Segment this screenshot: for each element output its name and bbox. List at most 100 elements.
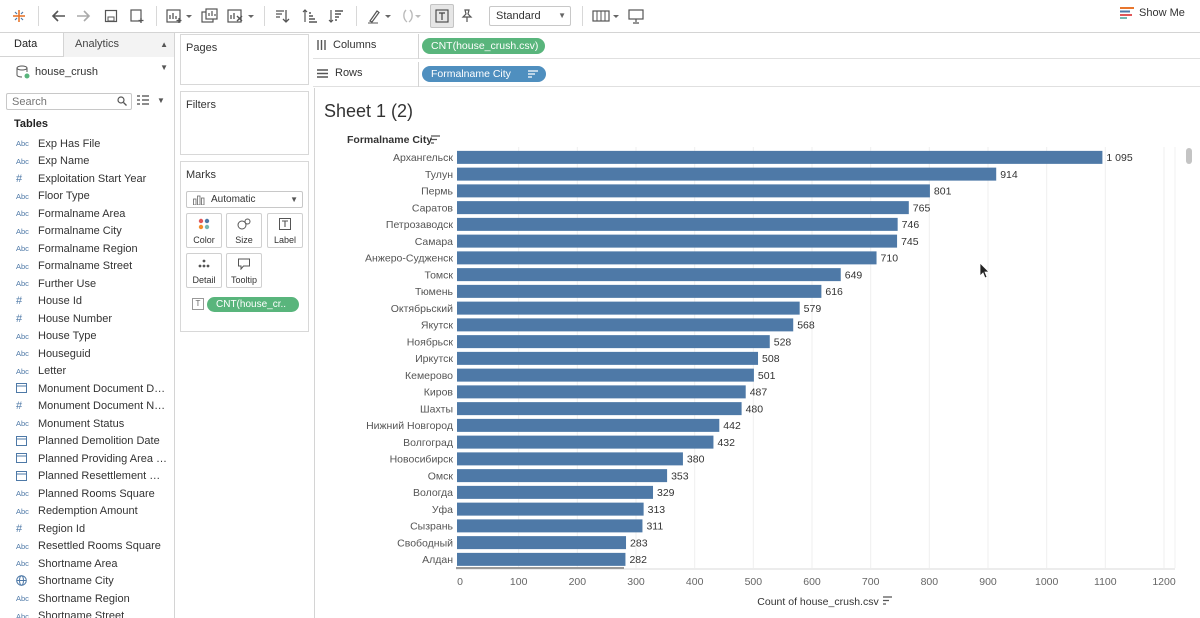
category-label[interactable]: Пермь (421, 186, 453, 198)
field-item[interactable]: # Exploitation Start Year (0, 170, 174, 188)
save-icon[interactable] (100, 4, 122, 28)
bar[interactable] (457, 435, 714, 449)
category-label[interactable]: Нижний Новгород (366, 420, 453, 432)
field-item[interactable]: Abc Formalname City (0, 223, 174, 241)
bar[interactable] (457, 485, 654, 499)
pin-icon[interactable] (456, 4, 478, 28)
bar[interactable] (457, 301, 800, 315)
labels-icon[interactable] (430, 4, 454, 28)
category-label[interactable]: Алдан (422, 554, 453, 566)
duplicate-icon[interactable] (198, 4, 222, 28)
category-label[interactable]: Тюмень (415, 286, 454, 298)
field-item[interactable]: Abc Monument Status (0, 415, 174, 433)
tab-data[interactable]: Data (0, 33, 64, 57)
sort-icon[interactable] (431, 135, 440, 144)
horizontal-scrollbar[interactable] (456, 567, 624, 569)
color-button[interactable]: Color (186, 213, 222, 248)
field-item[interactable]: # House Id (0, 293, 174, 311)
bar[interactable] (457, 201, 909, 215)
field-item[interactable]: Abc Redemption Amount (0, 503, 174, 521)
bar[interactable] (457, 385, 746, 399)
field-search[interactable] (6, 93, 132, 110)
bar[interactable] (457, 402, 742, 416)
field-item[interactable]: Shortname City (0, 573, 174, 591)
category-label[interactable]: Октябрьский (391, 303, 453, 315)
field-item[interactable]: Planned Providing Area Sq... (0, 450, 174, 468)
tab-analytics[interactable]: Analytics ▲ ▼ (64, 33, 174, 72)
fit-select[interactable]: Standard ▼ (489, 6, 571, 26)
bar[interactable] (457, 318, 794, 332)
bar[interactable] (457, 335, 770, 349)
rows-pill[interactable]: Formalname City (422, 66, 546, 82)
field-item[interactable]: Abc Shortname Area (0, 555, 174, 573)
bar[interactable] (457, 552, 626, 566)
search-input[interactable] (7, 94, 107, 109)
bar[interactable] (457, 469, 668, 483)
bar[interactable] (457, 251, 877, 265)
bar[interactable] (457, 217, 898, 231)
bar[interactable] (457, 184, 930, 198)
swap-icon[interactable] (270, 4, 294, 28)
category-label[interactable]: Новосибирск (390, 454, 454, 466)
field-item[interactable]: # House Number (0, 310, 174, 328)
category-label[interactable]: Уфа (432, 504, 453, 516)
category-label[interactable]: Петрозаводск (386, 219, 454, 231)
sort-asc-icon[interactable] (298, 4, 322, 28)
field-item[interactable]: Abc Exp Name (0, 153, 174, 171)
field-item[interactable]: Abc Shortname Region (0, 590, 174, 608)
label-button[interactable]: Label (267, 213, 303, 248)
vertical-scrollbar[interactable] (1186, 148, 1192, 164)
field-item[interactable]: Planned Resettlement Date (0, 468, 174, 486)
field-item[interactable]: Abc Resettled Rooms Square (0, 538, 174, 556)
category-label[interactable]: Шахты (420, 403, 453, 415)
category-label[interactable]: Сызрань (410, 521, 453, 533)
field-item[interactable]: Abc Planned Rooms Square (0, 485, 174, 503)
new-sheet-icon[interactable] (164, 4, 194, 28)
pages-shelf[interactable]: Pages (180, 34, 309, 85)
size-button[interactable]: Size (226, 213, 262, 248)
bar[interactable] (457, 284, 822, 298)
highlight-icon[interactable] (364, 4, 394, 28)
tooltip-button[interactable]: Tooltip (226, 253, 262, 288)
bar[interactable] (457, 418, 720, 432)
view-list-icon[interactable] (137, 95, 149, 105)
field-item[interactable]: # Monument Document Nu... (0, 398, 174, 416)
category-label[interactable]: Ноябрьск (407, 336, 454, 348)
show-cards-icon[interactable] (590, 4, 622, 28)
new-datasource-icon[interactable] (126, 4, 148, 28)
text-mark-icon[interactable]: T (192, 298, 204, 310)
datasource-item[interactable]: house_crush (0, 60, 174, 84)
forward-icon[interactable] (72, 4, 96, 28)
bar[interactable] (457, 268, 841, 282)
field-item[interactable]: Monument Document Date (0, 380, 174, 398)
group-icon[interactable] (398, 4, 424, 28)
field-item[interactable]: Abc Letter (0, 363, 174, 381)
field-item[interactable]: Abc Shortname Street (0, 608, 174, 618)
category-label[interactable]: Вологда (413, 487, 453, 499)
category-label[interactable]: Иркутск (415, 353, 453, 365)
field-item[interactable]: # Region Id (0, 520, 174, 538)
field-item[interactable]: Abc Formalname Region (0, 240, 174, 258)
columns-pill[interactable]: CNT(house_crush.csv) (422, 38, 545, 54)
category-label[interactable]: Тулун (425, 169, 453, 181)
tableau-logo-icon[interactable] (8, 4, 30, 28)
field-item[interactable]: Abc Exp Has File (0, 135, 174, 153)
label-mark-pill[interactable]: CNT(house_cr.. (207, 297, 299, 312)
presentation-icon[interactable] (624, 4, 648, 28)
field-item[interactable]: Planned Demolition Date (0, 433, 174, 451)
bar[interactable] (457, 351, 759, 365)
bar[interactable] (457, 150, 1103, 164)
clear-icon[interactable] (226, 4, 256, 28)
category-label[interactable]: Якутск (421, 320, 453, 332)
category-label[interactable]: Кемерово (405, 370, 453, 382)
field-item[interactable]: Abc House Type (0, 328, 174, 346)
category-label[interactable]: Свободный (397, 537, 453, 549)
category-label[interactable]: Волгоград (403, 437, 453, 449)
field-item[interactable]: Abc Formalname Area (0, 205, 174, 223)
category-label[interactable]: Томск (425, 269, 454, 281)
category-label[interactable]: Самара (415, 236, 453, 248)
sort-icon[interactable] (883, 596, 892, 605)
field-item[interactable]: Abc Formalname Street (0, 258, 174, 276)
detail-button[interactable]: Detail (186, 253, 222, 288)
field-item[interactable]: Abc Further Use (0, 275, 174, 293)
